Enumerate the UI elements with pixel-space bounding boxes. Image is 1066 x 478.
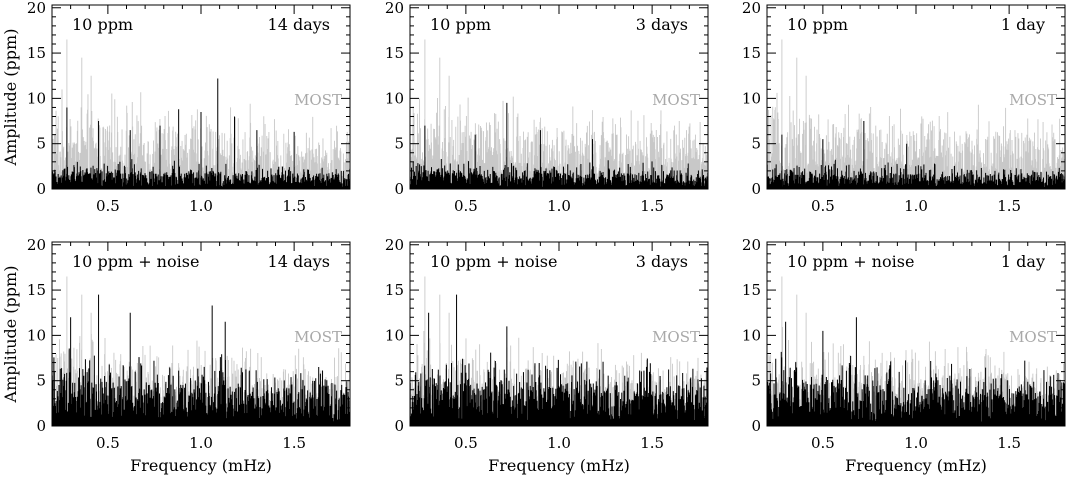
most-series [410, 39, 708, 189]
y-tick-label: 20 [385, 0, 404, 17]
panel-left-label: 10 ppm [430, 15, 491, 34]
y-tick-label: 5 [751, 135, 761, 153]
x-tick-label: 1.0 [904, 434, 928, 452]
x-axis-label: Frequency (mHz) [130, 456, 272, 475]
panel-1-0: 0.5 1.0 1.5 0 5 10 15 20 10 ppm + noise 14 days MO… [1, 236, 351, 475]
y-tick-label: 15 [742, 281, 761, 299]
y-tick-label: 20 [742, 0, 761, 17]
panel-left-label: 10 ppm + noise [72, 252, 199, 271]
most-label: MOST [294, 91, 342, 109]
y-tick-label: 5 [394, 372, 404, 390]
x-tick-label: 0.5 [811, 434, 835, 452]
y-tick-label: 15 [27, 44, 46, 62]
y-tick-label: 5 [36, 135, 46, 153]
y-tick-label: 10 [385, 89, 404, 107]
y-tick-label: 10 [27, 89, 46, 107]
most-label: MOST [652, 328, 700, 346]
y-tick-label: 0 [394, 180, 404, 198]
panel-right-label: 14 days [268, 252, 330, 271]
x-tick-label: 0.5 [96, 197, 120, 215]
y-tick-label: 20 [27, 0, 46, 17]
panel-right-label: 3 days [636, 252, 688, 271]
simulated-series [410, 294, 708, 426]
x-tick-label: 1.0 [904, 197, 928, 215]
panel-1-1: 0.5 1.0 1.5 0 5 10 15 20 10 ppm + noise 3 days MOS… [385, 236, 709, 475]
x-tick-label: 1.0 [547, 434, 571, 452]
y-tick-label: 10 [742, 326, 761, 344]
x-tick-label: 1.5 [282, 434, 306, 452]
y-tick-label: 20 [385, 236, 404, 254]
panel-right-label: 14 days [268, 15, 330, 34]
x-tick-label: 0.5 [811, 197, 835, 215]
panel-left-label: 10 ppm + noise [430, 252, 557, 271]
x-axis-label: Frequency (mHz) [488, 456, 630, 475]
x-tick-label: 1.5 [640, 197, 664, 215]
y-tick-label: 5 [36, 372, 46, 390]
y-tick-label: 0 [751, 417, 761, 435]
y-tick-label: 20 [742, 236, 761, 254]
panel-0-0: 0.5 1.0 1.5 0 5 10 15 20 10 ppm 14 days MOST Amplit… [1, 0, 351, 215]
simulated-series [52, 294, 350, 426]
panel-0-1: 0.5 1.0 1.5 0 5 10 15 20 10 ppm 3 days MOST [385, 0, 709, 215]
x-axis-label: Frequency (mHz) [845, 456, 987, 475]
panel-right-label: 1 day [1001, 15, 1045, 34]
panel-right-label: 1 day [1001, 252, 1045, 271]
y-tick-label: 5 [751, 372, 761, 390]
y-tick-label: 0 [36, 417, 46, 435]
x-tick-label: 1.5 [997, 197, 1021, 215]
y-tick-label: 20 [27, 236, 46, 254]
panel-1-2: 0.5 1.0 1.5 0 5 10 15 20 10 ppm + noise 1 day MOST… [742, 236, 1066, 475]
x-tick-label: 0.5 [454, 434, 478, 452]
y-tick-label: 15 [27, 281, 46, 299]
y-axis-label: Amplitude (ppm) [1, 29, 20, 167]
panel-0-2: 0.5 1.0 1.5 0 5 10 15 20 10 ppm 1 day MOST [742, 0, 1066, 215]
y-tick-label: 0 [36, 180, 46, 198]
y-tick-label: 0 [394, 417, 404, 435]
y-tick-label: 10 [385, 326, 404, 344]
y-tick-label: 5 [394, 135, 404, 153]
x-tick-label: 1.0 [189, 197, 213, 215]
x-tick-label: 1.5 [997, 434, 1021, 452]
y-tick-label: 15 [742, 44, 761, 62]
y-tick-label: 10 [27, 326, 46, 344]
y-tick-label: 0 [751, 180, 761, 198]
x-tick-label: 0.5 [454, 197, 478, 215]
x-tick-label: 0.5 [96, 434, 120, 452]
most-label: MOST [1009, 91, 1057, 109]
panel-left-label: 10 ppm [72, 15, 133, 34]
x-tick-label: 1.0 [189, 434, 213, 452]
x-tick-label: 1.5 [640, 434, 664, 452]
y-tick-label: 10 [742, 89, 761, 107]
y-axis-label: Amplitude (ppm) [1, 266, 20, 404]
most-label: MOST [294, 328, 342, 346]
x-tick-label: 1.5 [282, 197, 306, 215]
panel-left-label: 10 ppm + noise [787, 252, 914, 271]
y-tick-label: 15 [385, 281, 404, 299]
x-tick-label: 1.0 [547, 197, 571, 215]
panel-right-label: 3 days [636, 15, 688, 34]
most-label: MOST [1009, 328, 1057, 346]
y-tick-label: 15 [385, 44, 404, 62]
panel-left-label: 10 ppm [787, 15, 848, 34]
most-label: MOST [652, 91, 700, 109]
